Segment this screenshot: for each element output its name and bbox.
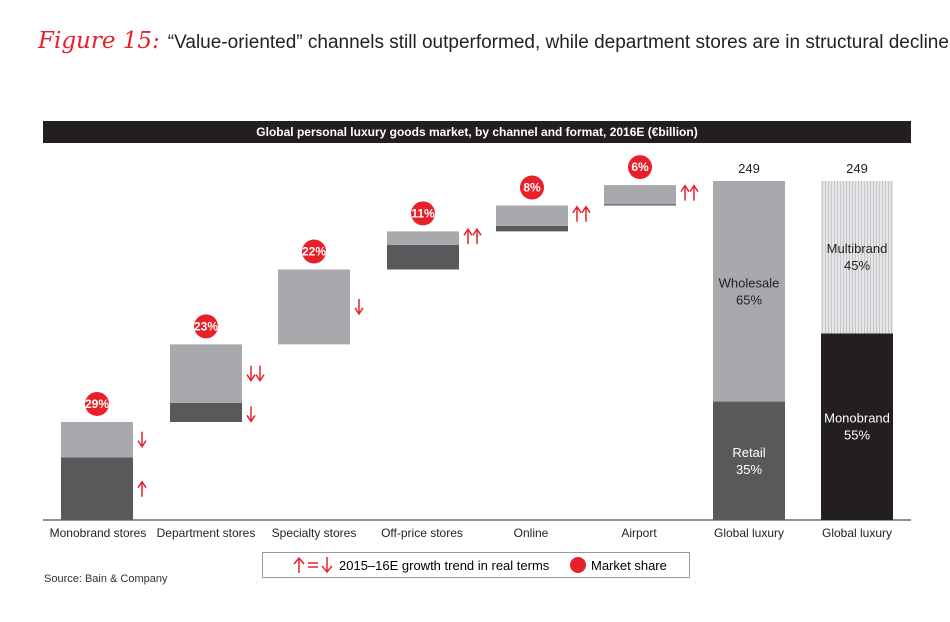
total-0-segment-1-label: Wholesale (719, 275, 780, 290)
trend-retail-0-0 (137, 480, 147, 497)
total-1-segment-1-label: Multibrand (827, 241, 888, 256)
total-0-segment-1-pct: 65% (736, 292, 762, 307)
category-label-0: Monobrand stores (50, 526, 147, 540)
total-0-value-label: 249 (738, 161, 760, 176)
trend-wholesale-3-0 (463, 227, 473, 245)
share-bubble-2 (302, 239, 326, 264)
total-0-segment-0-label: Retail (732, 445, 765, 460)
category-label-1: Department stores (157, 526, 256, 540)
bar-retail-1 (170, 402, 242, 422)
bar-retail-0 (61, 457, 133, 520)
bar-retail-4 (496, 225, 568, 232)
total-0-segment-0-pct: 35% (736, 462, 762, 477)
trend-retail-1-0 (246, 406, 256, 423)
share-label-1: 23% (194, 319, 218, 333)
category-label-3: Off-price stores (381, 526, 463, 540)
legend-trend-label: 2015–16E growth trend in real terms (339, 558, 550, 573)
share-bubble-0 (85, 391, 109, 416)
share-label-5: 6% (631, 160, 649, 174)
share-bubble-3 (411, 201, 435, 226)
figure-title-text: “Value-oriented” channels still outperfo… (167, 32, 949, 53)
bar-retail-5 (604, 204, 676, 206)
bar-wholesale-3 (387, 231, 459, 245)
bar-retail-3 (387, 244, 459, 270)
legend-share-icon (570, 557, 586, 573)
category-label-5: Airport (621, 526, 657, 540)
category-label-4: Online (514, 526, 549, 540)
bar-wholesale-1 (170, 344, 242, 403)
total-1-segment-0-label: Monobrand (824, 411, 890, 426)
trend-wholesale-4-1 (581, 205, 591, 222)
share-label-0: 29% (85, 397, 109, 411)
total-1-value-label: 249 (846, 161, 868, 176)
total-1-segment-1-pct: 45% (844, 258, 870, 273)
total-bar-0-segment-1 (713, 181, 785, 402)
category-label-2: Specialty stores (272, 526, 357, 540)
chart-banner: Global personal luxury goods market, by … (43, 121, 911, 143)
trend-wholesale-1-0 (246, 365, 256, 382)
trend-wholesale-5-1 (689, 184, 699, 201)
total-1-segment-0-pct: 55% (844, 428, 870, 443)
figure-label: Figure 15: (38, 28, 160, 54)
total-1-category-label: Global luxury (822, 526, 892, 540)
share-label-3: 11% (411, 206, 435, 220)
legend-trend-icon (293, 556, 333, 574)
trend-wholesale-1-1 (255, 365, 265, 382)
trend-wholesale-5-0 (680, 184, 690, 201)
legend: 2015–16E growth trend in real terms Mark… (262, 552, 690, 578)
figure-title: Figure 15: “Value-oriented” channels stil… (38, 28, 949, 54)
share-bubble-1 (194, 314, 218, 339)
bar-wholesale-4 (496, 205, 568, 226)
bar-wholesale-0 (61, 421, 133, 458)
total-bar-1-segment-0 (821, 333, 893, 520)
source-note: Source: Bain & Company (44, 573, 168, 585)
share-bubble-5 (628, 155, 652, 180)
share-bubble-4 (520, 175, 544, 200)
share-label-4: 8% (523, 181, 541, 195)
total-bar-1-segment-1 (821, 181, 893, 334)
bar-wholesale-2 (278, 269, 350, 345)
legend-share-label: Market share (591, 558, 667, 573)
total-bar-0-segment-0 (713, 401, 785, 520)
trend-wholesale-2-0 (354, 298, 364, 316)
trend-wholesale-3-1 (472, 227, 482, 245)
total-0-category-label: Global luxury (714, 526, 784, 540)
trend-wholesale-0-0 (137, 431, 147, 449)
share-label-2: 22% (302, 244, 326, 258)
bar-wholesale-5 (604, 185, 676, 205)
trend-wholesale-4-0 (572, 205, 582, 222)
